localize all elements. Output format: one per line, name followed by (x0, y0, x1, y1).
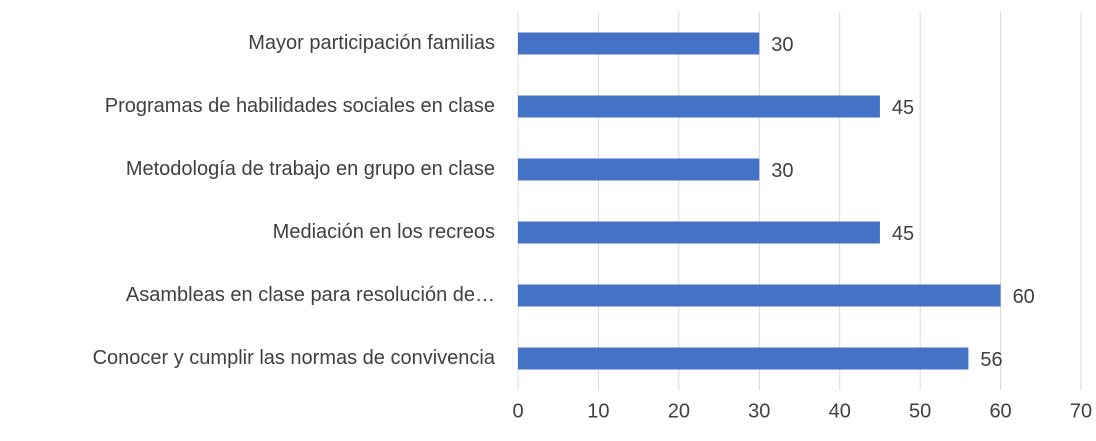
y-tick-label: Metodología de trabajo en grupo en clase (126, 158, 495, 180)
bar (518, 32, 760, 55)
bar (518, 284, 1001, 307)
x-tick-label: 50 (909, 400, 931, 422)
y-tick-label: Asambleas en clase para resolución de… (126, 284, 495, 306)
x-tick-label: 10 (587, 400, 609, 422)
bar (518, 221, 880, 244)
data-label: 30 (771, 160, 793, 182)
data-label: 56 (980, 349, 1002, 371)
x-tick-label: 70 (1070, 400, 1092, 422)
x-tick-label: 40 (829, 400, 851, 422)
x-tick-label: 0 (512, 400, 523, 422)
x-tick-label: 20 (668, 400, 690, 422)
bar (518, 95, 880, 118)
y-tick-label: Programas de habilidades sociales en cla… (105, 95, 495, 117)
data-label: 60 (1013, 286, 1035, 308)
bar (518, 347, 969, 370)
x-tick-label: 60 (989, 400, 1011, 422)
bar (518, 158, 760, 181)
y-tick-label: Conocer y cumplir las normas de conviven… (93, 347, 496, 369)
y-tick-label: Mayor participación familias (248, 32, 495, 54)
data-label: 45 (892, 223, 914, 245)
data-label: 45 (892, 97, 914, 119)
x-tick-label: 30 (748, 400, 770, 422)
y-tick-label: Mediación en los recreos (273, 221, 495, 243)
data-label: 30 (771, 34, 793, 56)
